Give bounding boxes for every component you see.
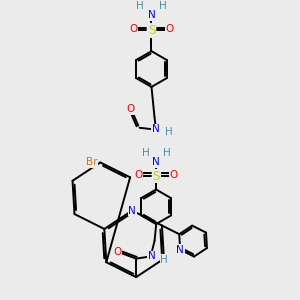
Text: N: N — [148, 251, 155, 261]
Text: N: N — [152, 157, 160, 167]
Text: H: H — [166, 127, 173, 137]
Text: O: O — [134, 170, 142, 180]
Text: O: O — [113, 247, 122, 257]
Text: S: S — [152, 169, 160, 183]
Text: N: N — [148, 10, 155, 20]
Text: H: H — [160, 255, 168, 265]
Text: Br: Br — [86, 157, 98, 167]
Text: O: O — [129, 24, 137, 34]
Text: H: H — [163, 148, 170, 158]
Text: O: O — [166, 24, 174, 34]
Text: H: H — [142, 148, 149, 158]
Text: O: O — [127, 104, 135, 114]
Text: H: H — [159, 1, 167, 11]
Text: N: N — [128, 206, 136, 216]
Text: N: N — [176, 244, 184, 255]
Text: O: O — [170, 170, 178, 180]
Text: S: S — [148, 24, 155, 37]
Text: N: N — [152, 124, 160, 134]
Text: H: H — [136, 1, 144, 11]
